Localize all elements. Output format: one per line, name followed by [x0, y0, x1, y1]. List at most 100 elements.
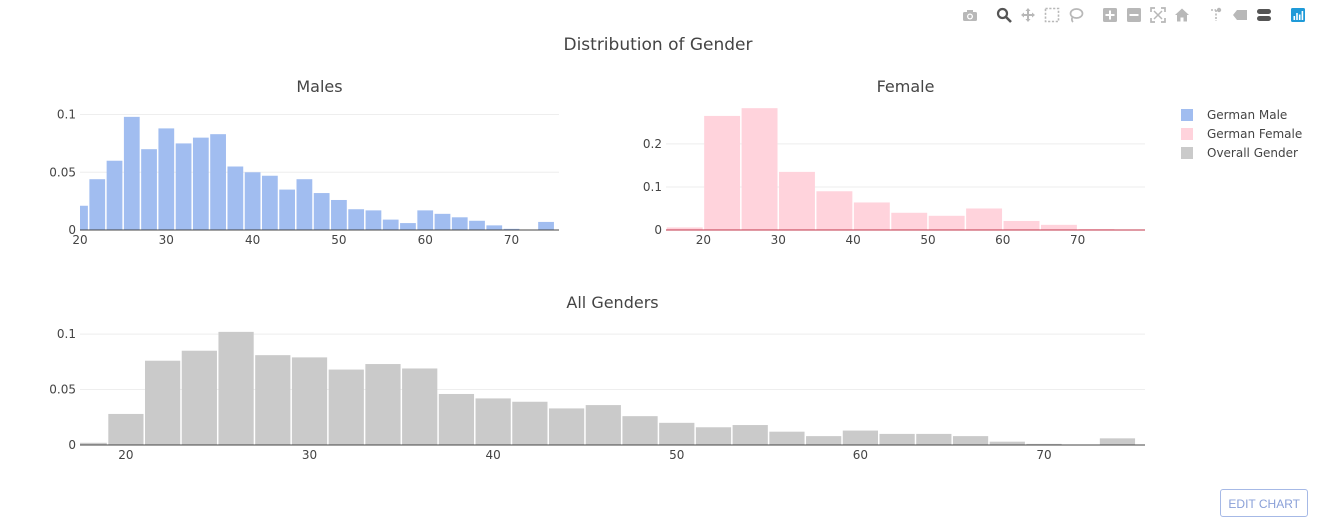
histogram-bar[interactable]	[486, 225, 503, 230]
legend-item[interactable]: German Female	[1181, 127, 1302, 141]
histogram-bar[interactable]	[218, 331, 254, 445]
histogram-bar[interactable]	[108, 413, 144, 445]
hover-closest-button[interactable]	[1231, 6, 1249, 24]
histogram-bar[interactable]	[227, 166, 244, 231]
histogram-bar[interactable]	[106, 160, 123, 230]
histogram-bar[interactable]	[123, 116, 140, 230]
histogram-bar[interactable]	[548, 408, 585, 445]
histogram-bar[interactable]	[158, 128, 175, 230]
pan-button[interactable]	[1019, 6, 1037, 24]
histogram-bar[interactable]	[952, 436, 989, 445]
edit-chart-button[interactable]: EDIT CHART	[1220, 489, 1308, 517]
x-tick-label: 50	[669, 448, 684, 462]
histogram-bar[interactable]	[210, 134, 226, 230]
histogram-bar[interactable]	[255, 355, 291, 445]
zoom-out-button[interactable]	[1125, 6, 1143, 24]
camera-button[interactable]	[961, 6, 979, 24]
histogram-bar[interactable]	[1003, 220, 1040, 230]
histogram-bar[interactable]	[779, 171, 815, 230]
histogram-bar[interactable]	[261, 175, 278, 230]
lasso-select-icon	[1069, 8, 1084, 23]
histogram-bar[interactable]	[434, 213, 451, 230]
histogram-bar[interactable]	[365, 364, 401, 445]
histogram-bar[interactable]	[141, 149, 157, 230]
histogram-bar[interactable]	[853, 202, 890, 230]
histogram-bar[interactable]	[538, 221, 554, 230]
histogram-bar[interactable]	[659, 422, 695, 445]
modebar	[948, 5, 1310, 25]
legend-item[interactable]: Overall Gender	[1181, 146, 1298, 160]
x-tick-label: 20	[696, 233, 711, 247]
histogram-bar[interactable]	[1040, 224, 1077, 230]
histogram-bar[interactable]	[666, 227, 703, 230]
histogram-bar[interactable]	[928, 215, 965, 230]
histogram-bar[interactable]	[916, 433, 952, 445]
histogram-bar[interactable]	[451, 217, 468, 230]
home-button[interactable]	[1173, 6, 1191, 24]
legend-swatch	[1181, 109, 1193, 121]
histogram-bar[interactable]	[296, 179, 313, 230]
histogram-bar[interactable]	[89, 179, 106, 230]
histogram-bar[interactable]	[879, 433, 915, 445]
histogram-bar[interactable]	[816, 191, 853, 230]
histogram-bar[interactable]	[331, 199, 347, 230]
histogram-bar[interactable]	[769, 431, 805, 445]
y-tick-label: 0.1	[57, 108, 76, 122]
x-tick-label: 60	[853, 448, 868, 462]
histogram-bar[interactable]	[891, 212, 928, 230]
modebar-group	[958, 6, 982, 24]
histogram-bar[interactable]	[328, 369, 364, 445]
hover-compare-button[interactable]	[1255, 6, 1273, 24]
x-tick-label: 40	[245, 233, 260, 247]
histogram-bar[interactable]	[291, 357, 328, 445]
histogram-bar[interactable]	[1026, 443, 1062, 445]
legend-item[interactable]: German Male	[1181, 108, 1287, 122]
box-select-button[interactable]	[1043, 6, 1061, 24]
histogram-bar[interactable]	[1099, 438, 1136, 445]
histogram-bar[interactable]	[622, 416, 658, 445]
plotly-logo-button[interactable]	[1289, 6, 1307, 24]
chart-panels: Males 0 0.05 0.1 20 30 40 50 60 70 Female 0 0.1 0.2 20…	[49, 77, 1145, 462]
zoom-in-button[interactable]	[1101, 6, 1119, 24]
modebar-group	[1204, 6, 1276, 24]
zoom-button[interactable]	[995, 6, 1013, 24]
histogram-bar[interactable]	[313, 193, 330, 230]
histogram-bar[interactable]	[72, 205, 88, 230]
box-select-icon	[1044, 7, 1060, 23]
histogram-bar[interactable]	[348, 209, 365, 230]
histogram-bar[interactable]	[365, 210, 382, 230]
histogram-bar[interactable]	[244, 172, 261, 230]
histogram-bar[interactable]	[469, 220, 485, 230]
lasso-select-button[interactable]	[1067, 6, 1085, 24]
spike-lines-button[interactable]	[1207, 6, 1225, 24]
histogram-bar[interactable]	[192, 137, 209, 230]
histogram-bar[interactable]	[475, 398, 511, 445]
histogram-bar[interactable]	[741, 108, 778, 230]
histogram-bar[interactable]	[402, 368, 438, 445]
histogram-bar[interactable]	[382, 219, 399, 230]
histogram-bar[interactable]	[438, 393, 475, 445]
subplot-title: Males	[296, 77, 342, 96]
histogram-bar[interactable]	[400, 223, 416, 230]
histogram-bar[interactable]	[279, 189, 296, 230]
histogram-bar[interactable]	[181, 350, 217, 445]
histogram-bar[interactable]	[512, 401, 548, 445]
histogram-bar[interactable]	[842, 430, 878, 445]
histogram-bar[interactable]	[145, 360, 181, 445]
histogram-bar[interactable]	[695, 427, 732, 445]
pan-icon	[1021, 8, 1035, 22]
histogram-bar[interactable]	[175, 143, 192, 230]
histogram-bar[interactable]	[417, 210, 434, 230]
histogram-bar[interactable]	[732, 425, 768, 445]
histogram-bar[interactable]	[503, 228, 520, 230]
histogram-bar[interactable]	[704, 115, 741, 230]
histogram-bar[interactable]	[806, 436, 842, 445]
autoscale-button[interactable]	[1149, 6, 1167, 24]
histogram-bar[interactable]	[72, 442, 107, 445]
subplot-title: All Genders	[566, 293, 658, 312]
histogram-bar[interactable]	[585, 405, 621, 445]
histogram-bar[interactable]	[989, 441, 1025, 445]
histogram-bar[interactable]	[966, 208, 1003, 230]
legend-swatch	[1181, 147, 1193, 159]
